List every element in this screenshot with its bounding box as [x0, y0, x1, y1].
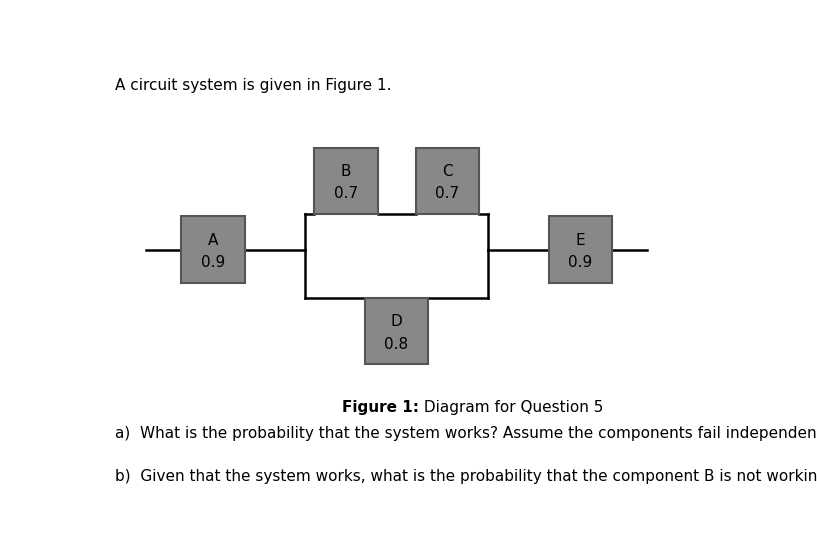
Text: C: C [442, 164, 453, 179]
Text: 0.8: 0.8 [385, 336, 408, 352]
Text: b)  Given that the system works, what is the probability that the component B is: b) Given that the system works, what is … [114, 469, 817, 484]
Text: Diagram for Question 5: Diagram for Question 5 [418, 400, 603, 415]
Text: D: D [391, 314, 403, 329]
Text: A circuit system is given in Figure 1.: A circuit system is given in Figure 1. [114, 78, 391, 93]
FancyBboxPatch shape [181, 217, 244, 283]
FancyBboxPatch shape [365, 298, 428, 364]
Text: 0.9: 0.9 [201, 255, 225, 270]
Text: 0.7: 0.7 [435, 186, 459, 201]
Text: B: B [341, 164, 351, 179]
FancyBboxPatch shape [416, 147, 479, 214]
Text: 0.7: 0.7 [334, 186, 358, 201]
FancyBboxPatch shape [548, 217, 612, 283]
Text: A: A [208, 233, 218, 248]
FancyBboxPatch shape [315, 147, 377, 214]
Text: Figure 1:: Figure 1: [342, 400, 418, 415]
Text: 0.9: 0.9 [568, 255, 592, 270]
Text: E: E [575, 233, 585, 248]
Text: a)  What is the probability that the system works? Assume the components fail in: a) What is the probability that the syst… [114, 426, 817, 441]
